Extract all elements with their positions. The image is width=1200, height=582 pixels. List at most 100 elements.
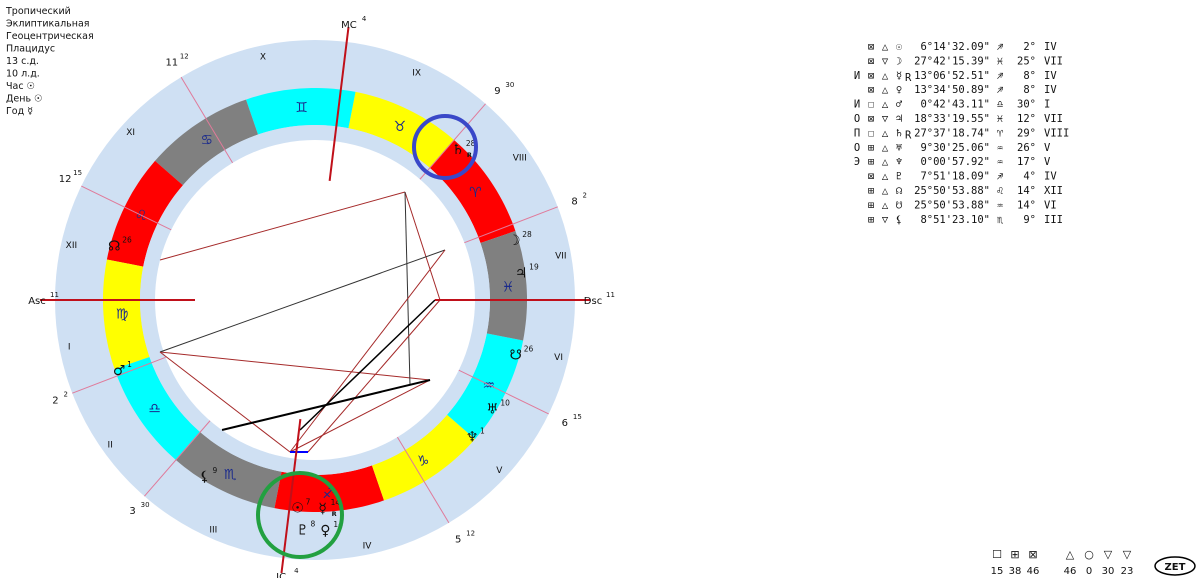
sign-symbol: ♐ — [997, 41, 1004, 53]
cusp-degree: 30 — [141, 501, 150, 509]
element-count: 38 — [1009, 566, 1022, 577]
setting-line: 13 с.д. — [6, 56, 39, 67]
element-symbol: ⊠ — [868, 41, 874, 53]
aspect-line — [159, 191, 406, 261]
setting-line: Плацидус — [6, 44, 55, 55]
sign-sector — [103, 259, 150, 369]
house-label: XI — [126, 128, 135, 138]
house: IV — [1044, 171, 1057, 183]
row-marker: Э — [854, 156, 860, 168]
cusp-degree: 4 — [362, 15, 367, 23]
setting-line: Тропический — [5, 6, 71, 17]
cusp-degree: 11 — [50, 291, 59, 299]
quality-count: 46 — [1064, 566, 1077, 577]
setting-line: Час ☉ — [6, 81, 35, 92]
element-symbol: ☐ — [868, 127, 874, 139]
element-symbol: ⊠ — [868, 171, 874, 183]
cusp-label: 12 — [59, 174, 72, 185]
highlight-circle — [256, 471, 344, 559]
logo: ZET — [1165, 562, 1186, 573]
sign-glyph: ♊ — [295, 100, 308, 116]
retrograde-flag: R — [467, 151, 472, 159]
position: 0°00'57.92" — [920, 156, 990, 168]
planet-glyph: ♄ — [452, 142, 465, 158]
sign-symbol: ♏ — [997, 214, 1004, 226]
highlight-circle — [412, 114, 478, 180]
element-symbol: ☐ — [992, 548, 1002, 561]
cusp-label: 3 — [129, 506, 135, 517]
house: IV — [1044, 70, 1057, 82]
planet-glyph: ☉ — [291, 500, 304, 516]
quality-symbol: ▽ — [1123, 548, 1132, 561]
planet-symbol: ♆ — [896, 156, 903, 168]
house-degree: 29° — [1017, 127, 1036, 139]
house-degree: 9° — [1023, 214, 1036, 226]
planet: ♀ 14 — [320, 520, 343, 539]
house-degree: 8° — [1023, 70, 1036, 82]
planet: ♆ 1 — [466, 426, 485, 445]
position: 8°51'23.10" — [920, 214, 990, 226]
sign-symbol: ♓ — [997, 113, 1004, 125]
planet-degree: 14 — [333, 520, 343, 529]
quality-symbol: ▽ — [1104, 548, 1113, 561]
logo-badge — [1154, 556, 1196, 576]
quality-symbol: △ — [882, 70, 889, 82]
quality-symbol: △ — [882, 185, 889, 197]
aspect-line — [159, 351, 431, 381]
planet: ☋ 26 — [510, 345, 534, 364]
planet: ⚸ 9 — [199, 466, 217, 485]
house-label: IV — [363, 542, 373, 552]
planet-symbol: ⚸ — [895, 214, 903, 226]
house-degree: 2° — [1023, 41, 1036, 53]
cusp-degree: 2 — [583, 191, 587, 199]
cusp-degree: 15 — [573, 413, 582, 421]
house-degree: 17° — [1017, 156, 1036, 168]
quality-symbol: △ — [882, 171, 889, 183]
sign-sector — [480, 231, 527, 341]
cusp-line — [144, 420, 211, 497]
element-symbol: ⊞ — [1010, 548, 1019, 561]
cusp-line — [464, 206, 558, 244]
planet-symbol: ♃ — [896, 113, 903, 125]
setting-line: День ☉ — [6, 94, 43, 105]
planet: ☿ 14 R — [318, 498, 340, 518]
setting-line: 10 л.д. — [6, 69, 40, 80]
element-symbol: ⊞ — [868, 199, 874, 211]
quality-count: 30 — [1102, 566, 1115, 577]
sign-glyph: ♒ — [483, 378, 496, 394]
house: V — [1044, 142, 1051, 154]
quality-symbol: ▽ — [882, 214, 889, 226]
planet-degree: 10 — [500, 399, 510, 408]
cusp-label: 8 — [571, 196, 577, 207]
planet: ☉ 7 — [291, 497, 310, 516]
sign-symbol: ♌ — [997, 185, 1004, 197]
house-label: I — [68, 343, 71, 353]
row-marker: О — [854, 142, 860, 154]
planet-glyph: ☿ — [318, 501, 327, 517]
house-label: IX — [412, 69, 421, 79]
sign-sector — [246, 88, 356, 135]
planet: ♂ 1 — [113, 360, 132, 379]
planet-glyph: ♀ — [320, 523, 330, 539]
cusp-line — [180, 76, 234, 164]
cusp-degree: 12 — [180, 53, 189, 61]
setting-line: Год ☿ — [6, 106, 33, 117]
cusp-label: 11 — [165, 58, 178, 69]
planet-glyph: ☽ — [508, 233, 521, 249]
sign-symbol: ♓ — [997, 55, 1004, 67]
position: 25°50'53.88" — [914, 185, 990, 197]
aspect-line — [289, 249, 446, 453]
element-symbol: ⊞ — [868, 142, 874, 154]
house-degree: 25° — [1017, 55, 1036, 67]
quality-symbol: ▽ — [882, 55, 889, 67]
sign-sector — [155, 99, 258, 186]
house-degree: 12° — [1017, 113, 1036, 125]
row-marker: И — [854, 99, 860, 111]
aspect-line — [159, 249, 446, 353]
sign-sector — [114, 357, 201, 460]
house: VIII — [1044, 127, 1069, 139]
quality-symbol: △ — [882, 99, 889, 111]
position: 9°30'25.06" — [920, 142, 990, 154]
position: 18°33'19.55" — [914, 113, 990, 125]
